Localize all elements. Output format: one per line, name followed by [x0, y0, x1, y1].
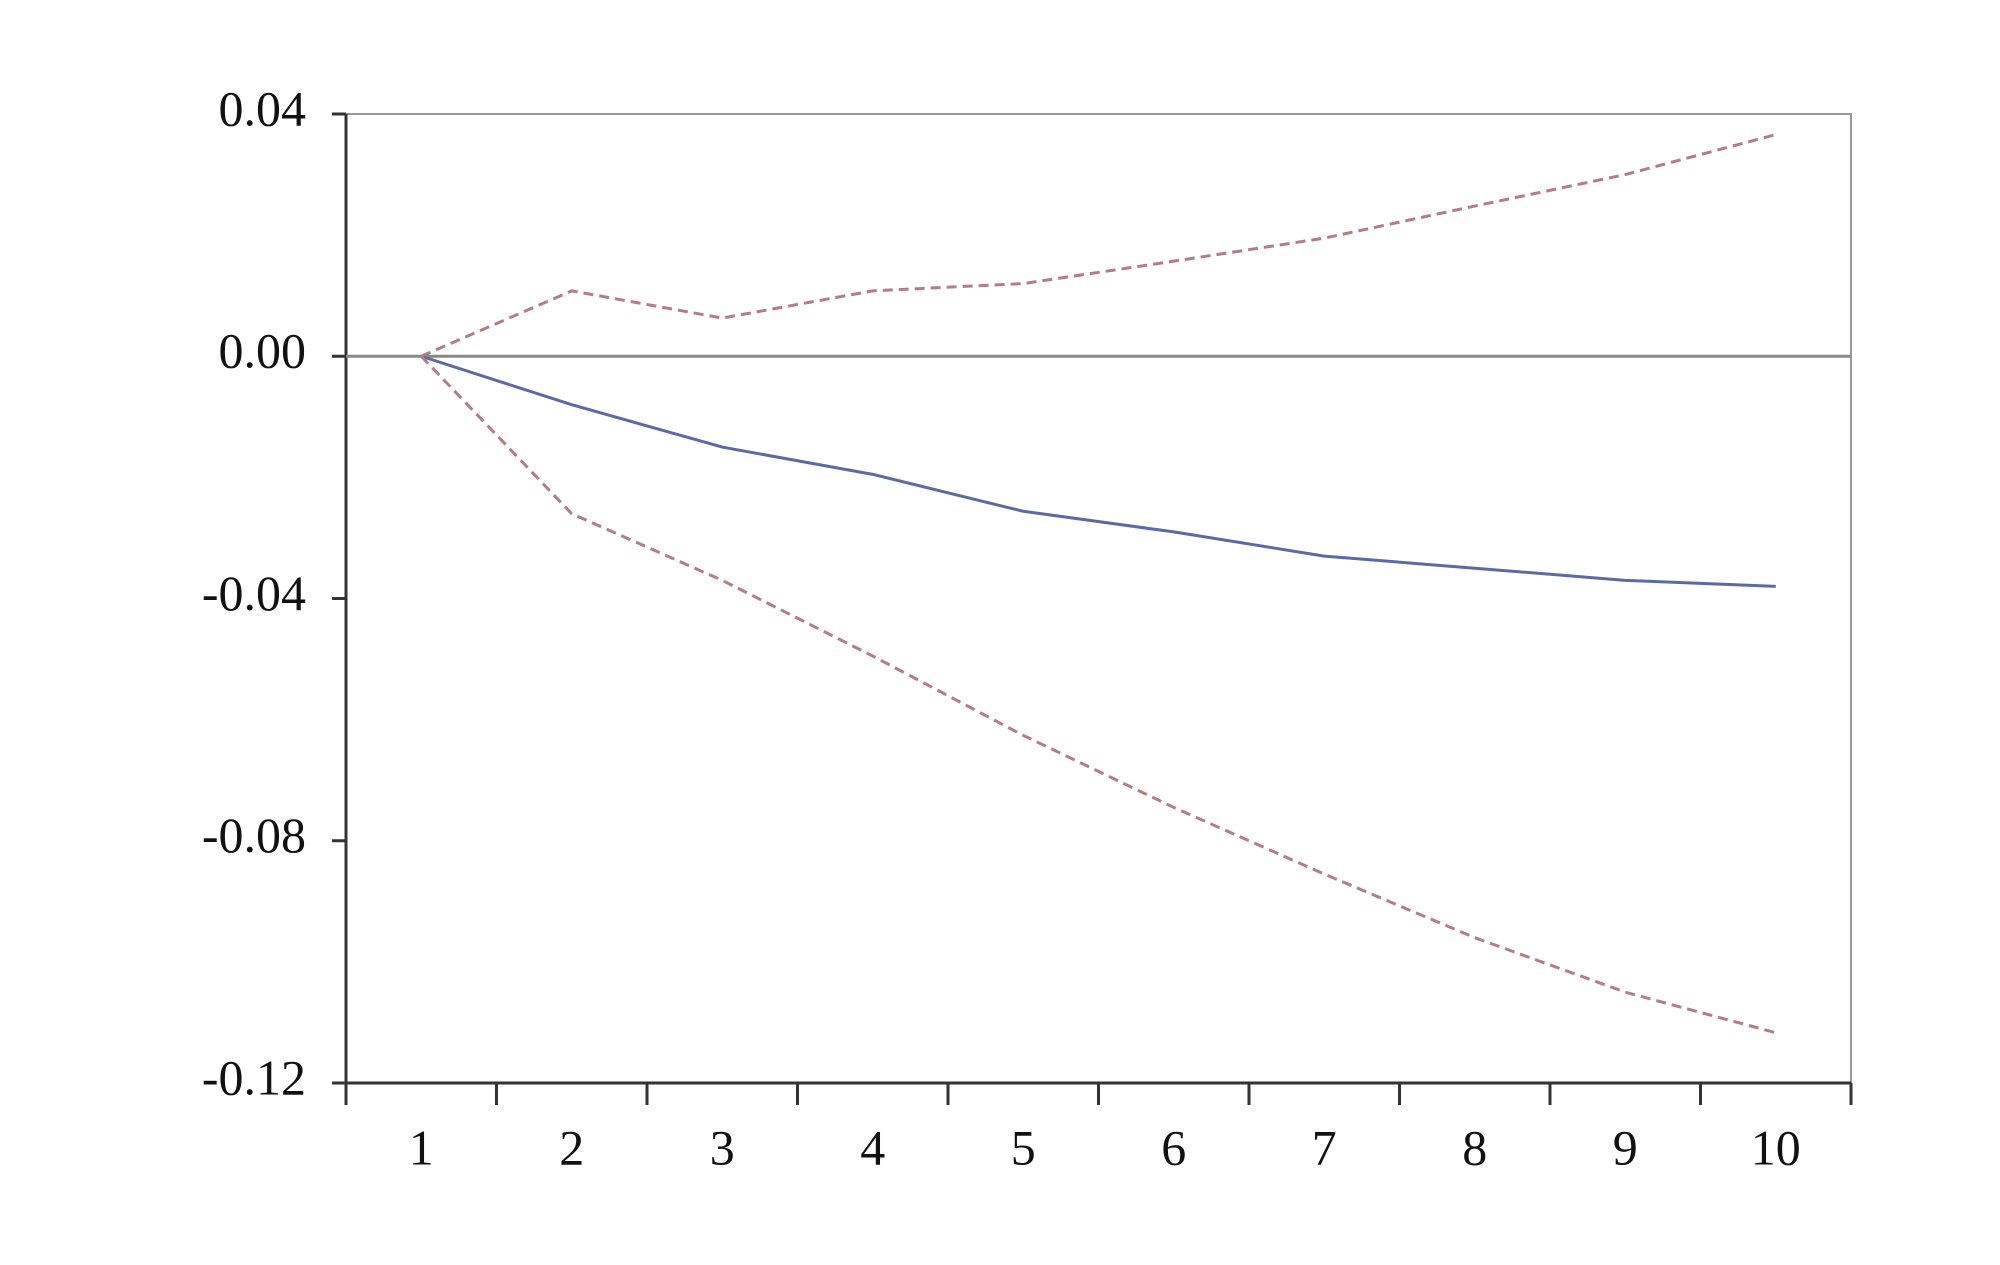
x-tick-label: 4: [860, 1119, 885, 1175]
x-tick-label: 5: [1011, 1119, 1036, 1175]
x-tick-label: 7: [1312, 1119, 1337, 1175]
x-tick-label: 8: [1462, 1119, 1487, 1175]
y-tick-label: 0.00: [219, 323, 307, 379]
y-tick-label: -0.04: [202, 565, 306, 621]
x-tick-label: 10: [1751, 1119, 1801, 1175]
y-tick-label: 0.04: [219, 80, 307, 136]
x-tick-label: 2: [559, 1119, 584, 1175]
x-tick-label: 3: [710, 1119, 735, 1175]
y-tick-label: -0.08: [202, 807, 306, 863]
plot-frame: [345, 113, 1852, 1084]
series-line: [420, 355, 1777, 1035]
x-tick-label: 6: [1161, 1119, 1186, 1175]
x-tick-label: 1: [409, 1119, 434, 1175]
series-line: [420, 354, 1776, 588]
x-tick-label: 9: [1613, 1119, 1638, 1175]
y-tick-label: -0.12: [202, 1049, 306, 1105]
series-line: [420, 133, 1777, 358]
